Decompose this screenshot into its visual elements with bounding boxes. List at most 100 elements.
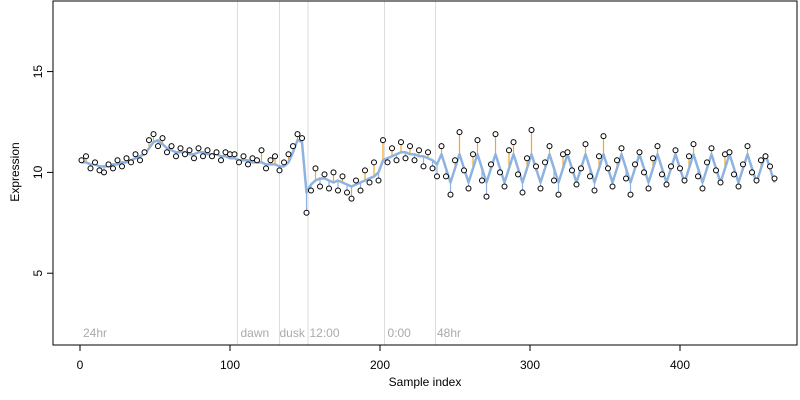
point [303,209,310,216]
point [231,151,238,158]
point [348,195,355,202]
annotation: 48hr [437,326,461,340]
point [488,161,494,168]
point [618,145,625,152]
x-axis-title: Sample index [389,375,462,389]
point [168,143,175,150]
point [749,169,755,176]
point [87,165,94,172]
point [119,163,125,170]
point [344,189,350,196]
point [645,185,652,192]
point [281,159,287,166]
point [497,169,503,176]
point [204,147,211,154]
point [519,189,526,196]
point [461,167,467,174]
point [164,149,170,156]
point [375,177,382,184]
point [524,155,530,162]
point [411,157,418,164]
point [564,149,571,156]
point [123,155,130,162]
point [447,191,454,198]
point [753,177,760,184]
point [128,159,134,166]
annotation: dawn [241,326,270,340]
point [132,151,139,158]
fitted-line [81,138,776,194]
point [641,169,647,176]
point [731,171,737,178]
point [141,149,148,156]
point [659,171,665,178]
point [272,153,278,160]
point [740,161,746,168]
point [186,147,193,154]
point [137,157,143,164]
point [195,145,202,152]
point [317,183,323,190]
point [555,191,562,198]
point [92,159,98,166]
point [551,177,557,184]
point [470,151,476,158]
point [654,143,661,150]
point [267,157,274,164]
point [83,153,89,160]
point [173,153,179,160]
point [191,155,197,162]
point [677,165,683,172]
point [465,185,472,192]
point [623,175,629,182]
point [632,161,638,168]
point [393,157,400,164]
point [429,165,436,172]
point [699,185,706,192]
point [533,163,539,170]
point [686,153,692,160]
y-tick-label: 5 [31,270,45,277]
point [276,167,283,174]
annotation: 0:00 [388,326,412,340]
point [245,161,251,168]
point [537,185,544,192]
x-tick-label: 300 [520,358,540,372]
point [384,159,391,166]
point [155,143,161,150]
point [254,157,260,164]
point [456,129,463,136]
x-tick-label: 400 [670,358,690,372]
point [380,137,386,144]
point [105,161,112,168]
point [150,131,157,138]
point [402,155,409,162]
point [596,153,602,160]
point [335,187,341,194]
point [605,165,611,172]
point [704,159,710,166]
point [308,187,314,194]
point [690,141,697,148]
point [407,143,413,150]
point [182,151,188,158]
point [672,147,679,154]
point [321,171,328,178]
point [294,131,301,138]
point [353,177,359,184]
point [263,165,269,172]
point [213,149,220,156]
point [371,159,377,166]
point [366,179,373,186]
point [258,147,265,154]
point [587,173,593,180]
x-tick-label: 0 [77,358,84,372]
point [600,133,607,140]
point [474,137,481,144]
point [330,169,337,176]
point [708,145,715,152]
point [573,181,580,188]
y-axis-title: Expression [8,142,22,201]
annotation: dusk [280,326,306,340]
